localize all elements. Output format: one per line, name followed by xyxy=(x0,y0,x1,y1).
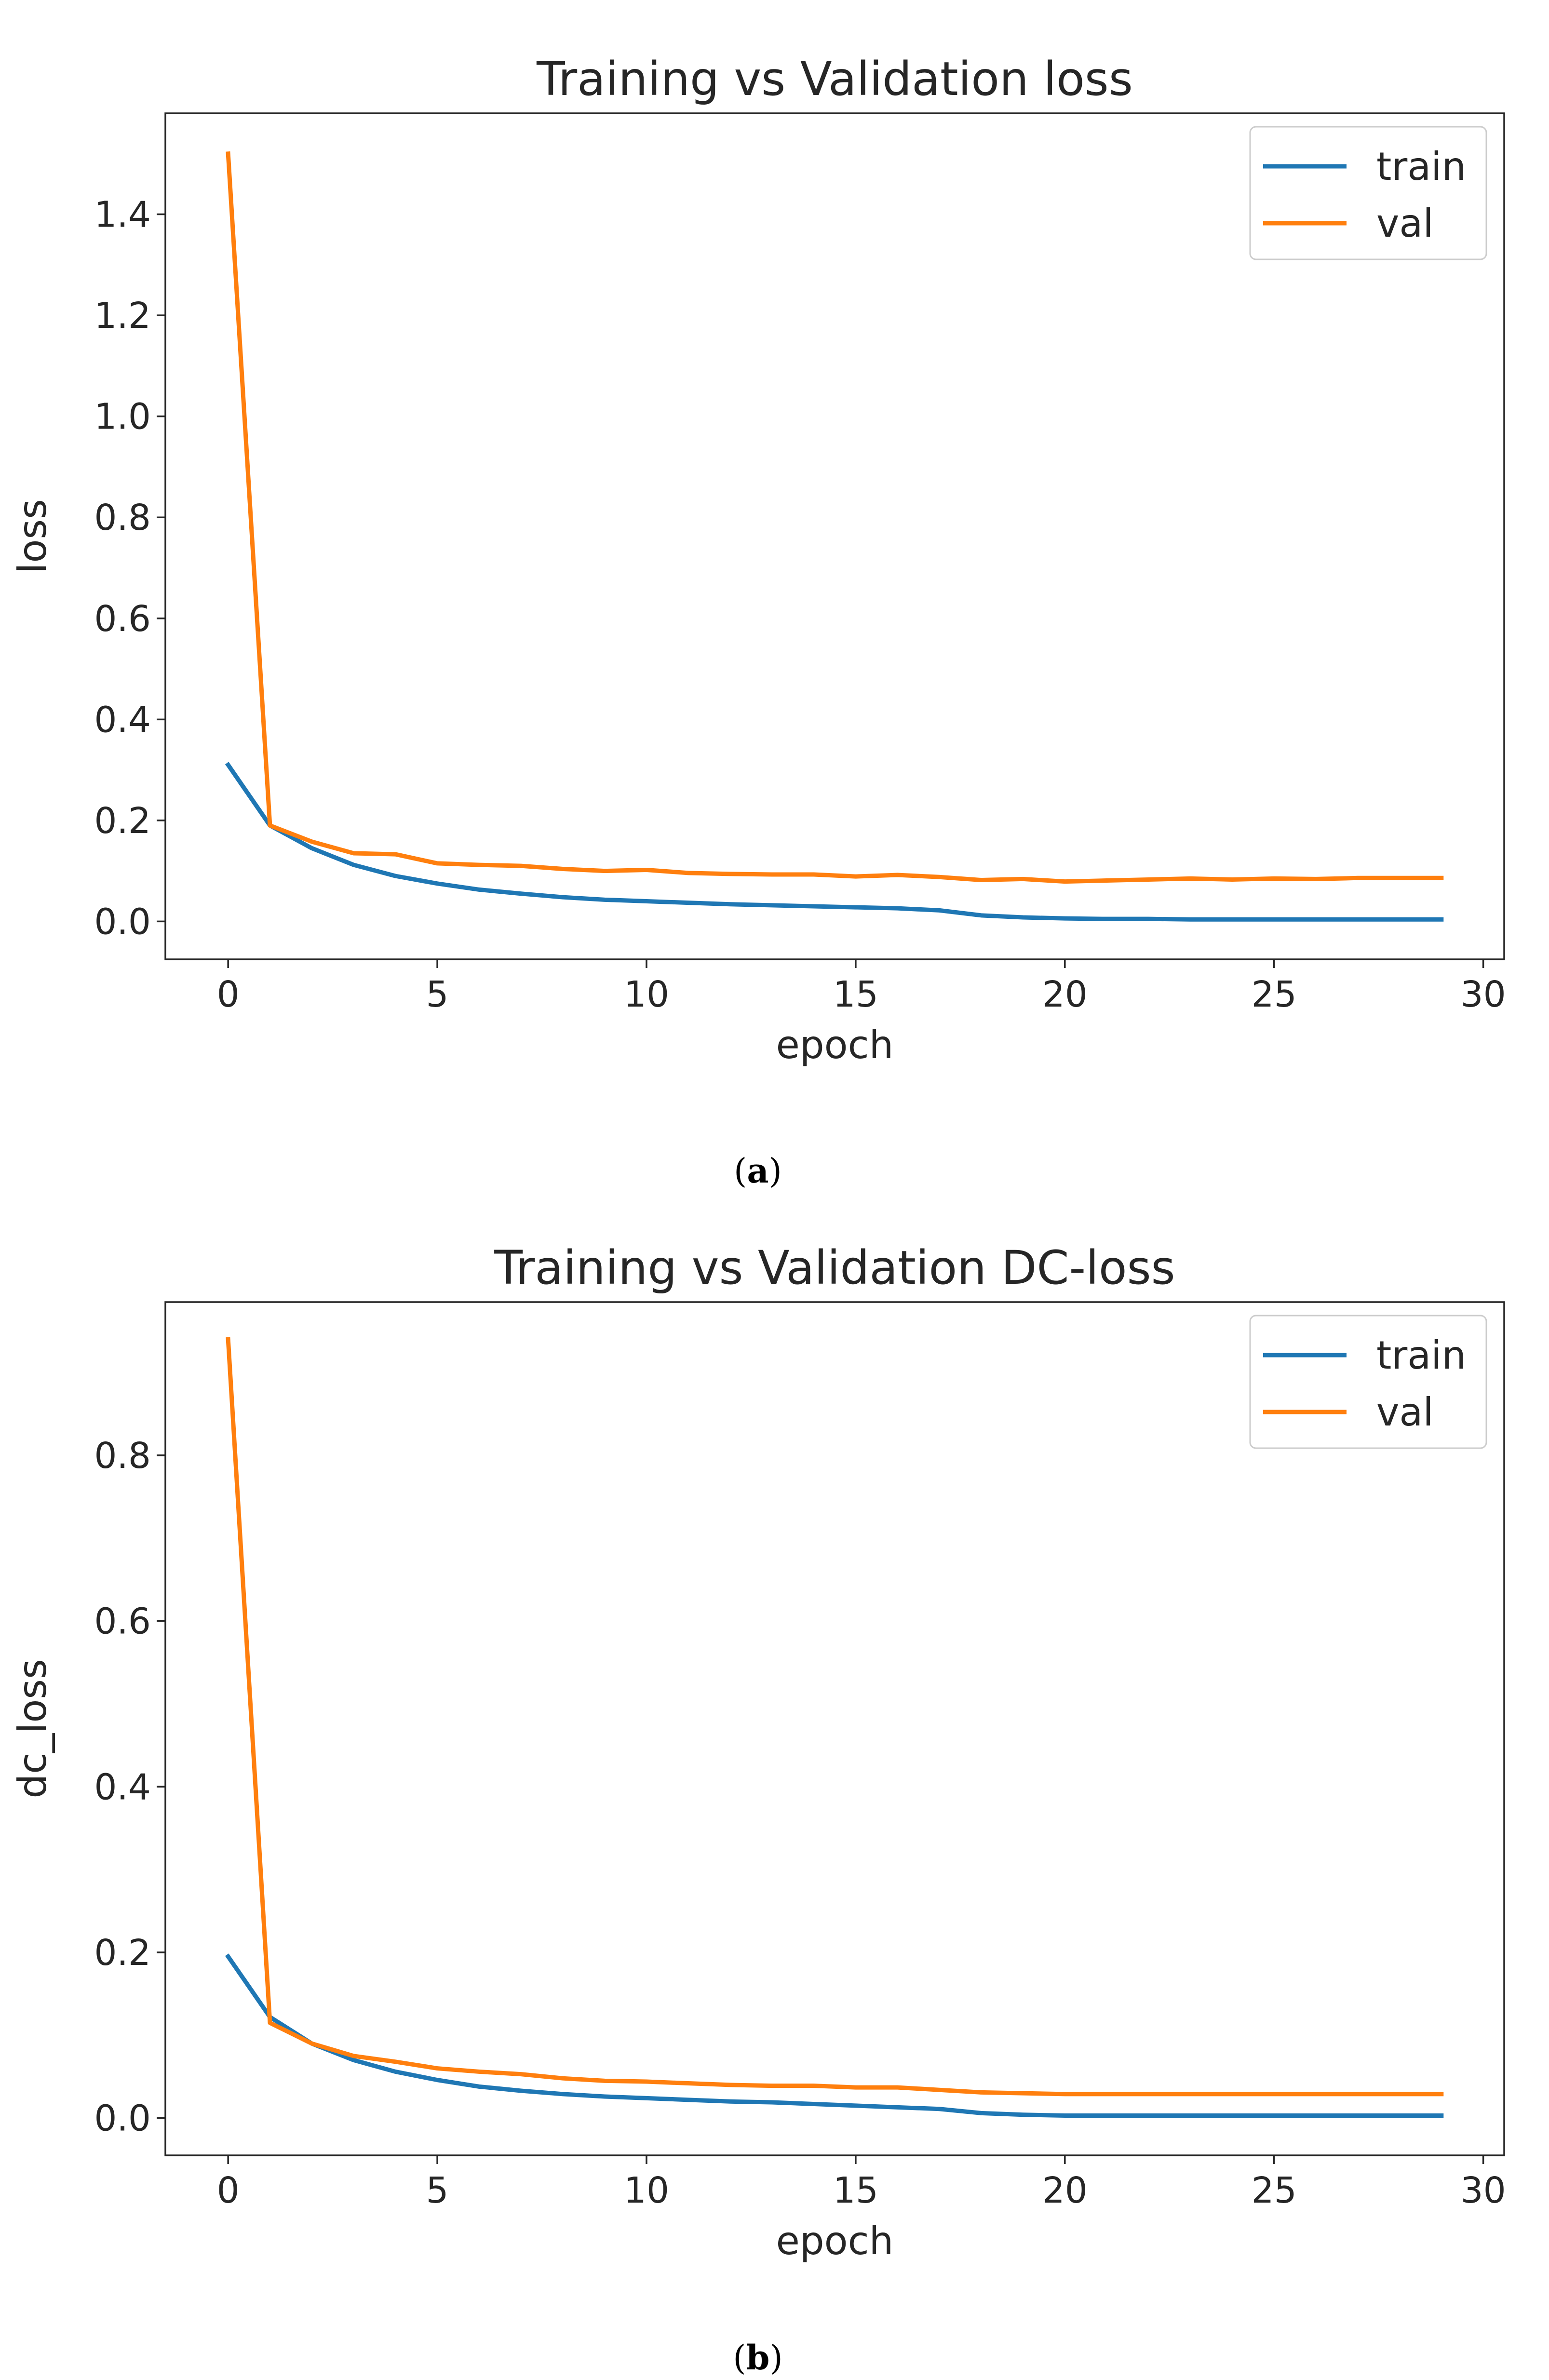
caption-a-letter: a xyxy=(747,1151,768,1191)
caption-b-open: ( xyxy=(733,2338,746,2378)
x-tick-label: 20 xyxy=(1042,974,1088,1015)
chart-0: Training vs Validation loss 0 5 10 15 20 25 30 0… xyxy=(10,52,1506,1067)
charts: Training vs Validation loss 0 5 10 15 20 25 30 0… xyxy=(10,52,1506,2263)
y-axis-label: loss xyxy=(10,499,55,574)
x-tick-label: 30 xyxy=(1461,974,1506,1015)
x-tick-label: 5 xyxy=(426,974,449,1015)
plot-frame xyxy=(164,112,1505,960)
x-tick-label: 10 xyxy=(624,2170,669,2211)
caption-b: (b) xyxy=(733,2338,783,2378)
y-tick-label: 0.2 xyxy=(94,1932,151,1974)
x-tick-label: 25 xyxy=(1252,2170,1297,2211)
x-axis-label: epoch xyxy=(776,1022,894,1067)
x-tick-label: 0 xyxy=(217,974,240,1015)
x-tick-label: 5 xyxy=(426,2170,449,2211)
x-tick-label: 10 xyxy=(624,974,669,1015)
caption-a-close: ) xyxy=(769,1151,782,1191)
legend-label-train: train xyxy=(1376,1333,1466,1378)
legend-label-val: val xyxy=(1376,201,1434,246)
chart-title: Training vs Validation loss xyxy=(536,52,1133,106)
series-line-train xyxy=(225,1953,1444,2118)
y-tick-label: 1.2 xyxy=(94,295,151,336)
legend: train val xyxy=(1249,126,1487,260)
y-tick-label: 0.2 xyxy=(94,800,151,842)
y-tick-label: 1.0 xyxy=(94,396,151,438)
series-line-val xyxy=(226,151,1444,884)
x-tick-label: 30 xyxy=(1461,2170,1506,2211)
chart-1: Training vs Validation DC-loss 0 5 10 15 20 25… xyxy=(10,1241,1506,2263)
caption-a-open: ( xyxy=(734,1151,747,1191)
y-tick-label: 0.8 xyxy=(94,1435,151,1477)
legend-box xyxy=(1249,126,1487,260)
legend: train val xyxy=(1249,1315,1487,1449)
plot-frame xyxy=(164,1301,1505,2156)
y-axis-label: dc_loss xyxy=(10,1659,55,1798)
caption-b-letter: b xyxy=(746,2338,770,2378)
x-tick-label: 15 xyxy=(833,974,878,1015)
x-tick-label: 15 xyxy=(833,2170,878,2211)
legend-label-train: train xyxy=(1376,144,1466,189)
series-line-train xyxy=(225,762,1444,922)
x-tick-label: 0 xyxy=(217,2170,240,2211)
y-tick-label: 0.0 xyxy=(94,2098,151,2139)
x-tick-label: 25 xyxy=(1252,974,1297,1015)
x-tick-label: 20 xyxy=(1042,2170,1088,2211)
y-tick-label: 1.4 xyxy=(94,194,151,236)
y-tick-label: 0.8 xyxy=(94,497,151,538)
x-axis-label: epoch xyxy=(776,2219,894,2263)
legend-label-val: val xyxy=(1376,1390,1434,1435)
caption-b-close: ) xyxy=(769,2338,782,2378)
y-tick-label: 0.0 xyxy=(94,901,151,942)
y-tick-label: 0.4 xyxy=(94,1766,151,1808)
chart-title: Training vs Validation DC-loss xyxy=(494,1241,1175,1295)
legend-box xyxy=(1249,1315,1487,1449)
y-tick-label: 0.4 xyxy=(94,699,151,740)
series-line-val xyxy=(226,1337,1444,2097)
caption-a: (a) xyxy=(734,1151,782,1191)
y-tick-label: 0.6 xyxy=(94,1601,151,1642)
y-tick-label: 0.6 xyxy=(94,598,151,640)
